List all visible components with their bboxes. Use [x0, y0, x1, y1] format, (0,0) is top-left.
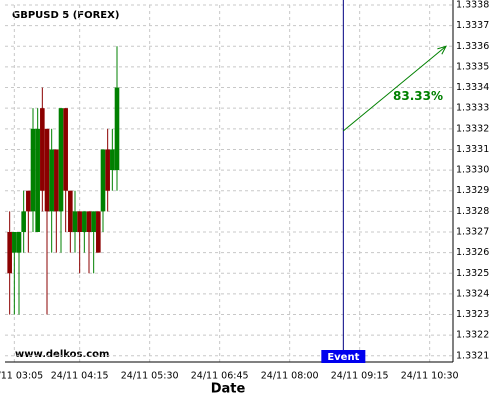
- candle-body: [26, 190, 31, 212]
- y-tick-label: 1.3331: [456, 144, 489, 155]
- candle-body: [114, 87, 120, 171]
- y-tick-label: 1.3325: [456, 268, 489, 279]
- y-tick-label: 1.3324: [456, 288, 489, 299]
- candle-body: [40, 108, 45, 191]
- candle-body: [44, 128, 50, 212]
- candle-body: [110, 149, 115, 171]
- candle-body: [16, 231, 22, 253]
- x-tick-label: 24/11 06:45: [191, 371, 249, 382]
- x-tick-label: 24/11 08:00: [261, 371, 319, 382]
- event-label: Event: [327, 352, 359, 363]
- candle-body: [63, 108, 68, 191]
- candle-body: [82, 211, 87, 232]
- arrow-label: 83.33%: [393, 89, 443, 103]
- candle-body: [49, 149, 54, 212]
- x-tick-label: 24/11 03:05: [0, 371, 43, 382]
- candle-body: [58, 108, 64, 212]
- candle-body: [35, 128, 40, 232]
- y-tick-label: 1.3335: [456, 61, 489, 72]
- watermark: www.delkos.com: [15, 349, 109, 360]
- chart-title: GBPUSD 5 (FOREX): [12, 10, 119, 21]
- candle-body: [96, 211, 101, 253]
- y-tick-label: 1.3322: [456, 330, 489, 341]
- candle-body: [12, 231, 17, 253]
- y-tick-label: 1.3321: [456, 350, 489, 361]
- event-label-box: [321, 350, 366, 363]
- candle-body: [91, 211, 96, 232]
- candle-body: [86, 211, 92, 232]
- candle-body: [21, 211, 26, 232]
- candle-body: [77, 211, 82, 232]
- y-tick-label: 1.3329: [456, 185, 489, 196]
- candle-body: [105, 149, 110, 191]
- y-tick-label: 1.3330: [456, 165, 489, 176]
- y-tick-label: 1.3323: [456, 309, 489, 320]
- candle-body: [54, 149, 59, 212]
- y-tick-label: 1.3338: [456, 0, 489, 11]
- x-tick-label: 24/11 04:15: [51, 371, 109, 382]
- y-tick-label: 1.3326: [456, 247, 489, 258]
- y-tick-label: 1.3328: [456, 206, 489, 217]
- x-tick-label: 24/11 05:30: [121, 371, 179, 382]
- candle-body: [68, 190, 73, 232]
- candle-body: [100, 149, 106, 212]
- prediction-arrow: [343, 45, 447, 132]
- y-tick-label: 1.3332: [456, 123, 489, 134]
- y-tick-label: 1.3337: [456, 20, 489, 31]
- y-tick-label: 1.3334: [456, 82, 489, 93]
- x-tick-label: 24/11 10:30: [401, 371, 459, 382]
- arrow-head: [437, 45, 447, 55]
- x-tick-label: 24/11 09:15: [331, 371, 389, 382]
- x-axis-label: Date: [211, 382, 246, 397]
- candle-body: [72, 211, 78, 232]
- y-tick-label: 1.3327: [456, 226, 489, 237]
- candle-body: [30, 128, 36, 212]
- y-tick-label: 1.3333: [456, 103, 489, 114]
- candle-body: [7, 231, 12, 274]
- y-tick-label: 1.3336: [456, 41, 489, 52]
